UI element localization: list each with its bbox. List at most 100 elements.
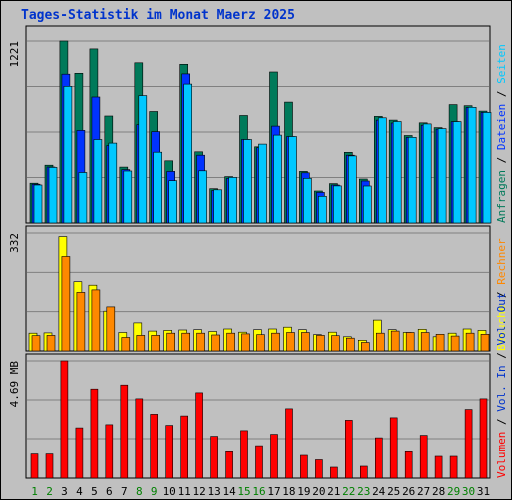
bar-rechner-day-26 — [405, 332, 415, 352]
bar-seiten-day-2 — [48, 167, 58, 224]
bar-rechner-day-28 — [435, 333, 445, 352]
bar-seiten-day-15 — [243, 139, 252, 224]
bar-rechner-day-15 — [241, 333, 250, 352]
bar-rechner-day-29 — [450, 335, 460, 352]
bar-seiten-day-12 — [198, 170, 207, 224]
bar-rechner-day-4 — [76, 292, 86, 352]
bar-volumen-day-22 — [344, 420, 353, 479]
bar-volumen-day-16 — [255, 445, 263, 479]
bar-rechner-day-5 — [91, 289, 101, 352]
bar-seiten-day-27 — [422, 123, 432, 224]
x-tick-label-day-20: 20 — [312, 485, 325, 498]
bar-volumen-day-17 — [270, 434, 278, 479]
bar-seiten-day-4 — [78, 172, 88, 224]
bar-rechner-day-19 — [301, 332, 310, 352]
legend-entry-besuche: Besuche — [495, 305, 508, 351]
bar-rechner-day-3 — [61, 256, 71, 352]
bar-seiten-day-3 — [63, 86, 73, 224]
bar-rechner-day-16 — [256, 334, 265, 352]
bar-volumen-day-11 — [180, 415, 188, 479]
bar-seiten-day-19 — [303, 178, 312, 224]
x-tick-label-day-12: 12 — [192, 485, 205, 498]
x-tick-label-day-18: 18 — [282, 485, 295, 498]
bar-seiten-day-6 — [108, 142, 118, 224]
side-legend-1: Anfragen / Dateien / Seiten — [495, 44, 508, 223]
bar-rechner-day-30 — [465, 332, 475, 352]
bar-volumen-day-15 — [240, 430, 248, 479]
bar-seiten-day-21 — [333, 185, 342, 224]
bar-rechner-day-20 — [316, 335, 325, 352]
bar-rechner-day-6 — [106, 306, 116, 352]
bar-seiten-day-8 — [138, 95, 148, 224]
bar-seiten-day-30 — [467, 107, 477, 224]
bar-rechner-day-10 — [166, 332, 175, 352]
legend-separator: / — [495, 150, 508, 170]
legend-entry-dateien: Dateien — [495, 104, 508, 150]
bar-volumen-day-18 — [285, 408, 293, 479]
bar-seiten-day-1 — [33, 184, 43, 224]
x-tick-label-day-8: 8 — [136, 485, 143, 498]
bar-rechner-day-27 — [420, 332, 430, 352]
bar-seiten-day-10 — [168, 180, 177, 224]
bar-volumen-day-19 — [300, 454, 308, 479]
x-tick-label-day-1: 1 — [31, 485, 38, 498]
legend-separator: / — [495, 84, 508, 104]
bar-seiten-day-5 — [93, 139, 103, 224]
legend-entry-vol-out: Vol. Out — [495, 293, 508, 346]
legend-entry-anfragen: Anfragen — [495, 170, 508, 223]
bar-seiten-day-11 — [183, 83, 192, 224]
bar-rechner-day-17 — [271, 332, 280, 352]
x-tick-label-day-15: 15 — [237, 485, 250, 498]
x-tick-label-day-29: 29 — [447, 485, 460, 498]
bar-seiten-day-7 — [123, 170, 133, 224]
bar-rechner-day-11 — [181, 332, 190, 352]
x-tick-label-day-2: 2 — [46, 485, 53, 498]
bar-volumen-day-12 — [195, 392, 203, 479]
bar-rechner-day-1 — [31, 335, 41, 352]
bar-volumen-day-7 — [120, 384, 129, 479]
bar-volumen-day-4 — [75, 427, 84, 479]
bar-seiten-day-23 — [362, 185, 372, 224]
bar-rechner-day-24 — [375, 332, 385, 352]
bar-seiten-day-13 — [213, 189, 222, 224]
x-tick-label-day-26: 26 — [402, 485, 415, 498]
y-axis-max-label: 332 — [8, 233, 21, 253]
bar-seiten-day-28 — [437, 128, 447, 224]
x-tick-label-day-10: 10 — [163, 485, 176, 498]
bar-seiten-day-14 — [228, 177, 237, 224]
bar-volumen-day-5 — [90, 388, 99, 479]
x-tick-label-day-27: 27 — [417, 485, 430, 498]
legend-entry-rechner: Rechner — [495, 238, 508, 285]
x-tick-label-day-19: 19 — [297, 485, 310, 498]
x-tick-label-day-21: 21 — [327, 485, 340, 498]
bar-rechner-day-25 — [390, 330, 400, 352]
bar-volumen-day-24 — [374, 437, 383, 479]
x-tick-label-day-4: 4 — [76, 485, 83, 498]
legend-entry-vol-in: Vol. In — [495, 365, 508, 411]
legend-entry-seiten: Seiten — [495, 44, 508, 84]
bar-volumen-day-8 — [135, 398, 144, 479]
legend-separator: / — [495, 346, 508, 366]
bar-volumen-day-21 — [330, 466, 338, 479]
legend-separator: / — [495, 285, 508, 305]
x-tick-label-day-24: 24 — [372, 485, 386, 498]
side-legend-3: Volumen / Vol. In / Vol. Out — [495, 293, 508, 478]
bar-seiten-day-26 — [407, 137, 417, 224]
bar-rechner-day-23 — [360, 342, 370, 352]
x-tick-label-day-14: 14 — [222, 485, 236, 498]
x-tick-label-day-6: 6 — [106, 485, 113, 498]
bar-seiten-day-25 — [392, 121, 402, 224]
bar-rechner-day-12 — [196, 332, 205, 352]
bar-volumen-day-29 — [449, 455, 458, 479]
bar-seiten-day-20 — [318, 196, 327, 224]
bar-volumen-day-31 — [479, 398, 488, 479]
legend-entry-volumen: Volumen — [495, 432, 508, 478]
x-tick-label-day-22: 22 — [342, 485, 355, 498]
bar-volumen-day-9 — [150, 414, 158, 479]
bar-volumen-day-2 — [45, 453, 54, 479]
x-tick-label-day-11: 11 — [178, 485, 191, 498]
bar-rechner-day-7 — [121, 337, 131, 352]
x-tick-label-day-25: 25 — [387, 485, 400, 498]
bar-rechner-day-31 — [480, 333, 490, 352]
